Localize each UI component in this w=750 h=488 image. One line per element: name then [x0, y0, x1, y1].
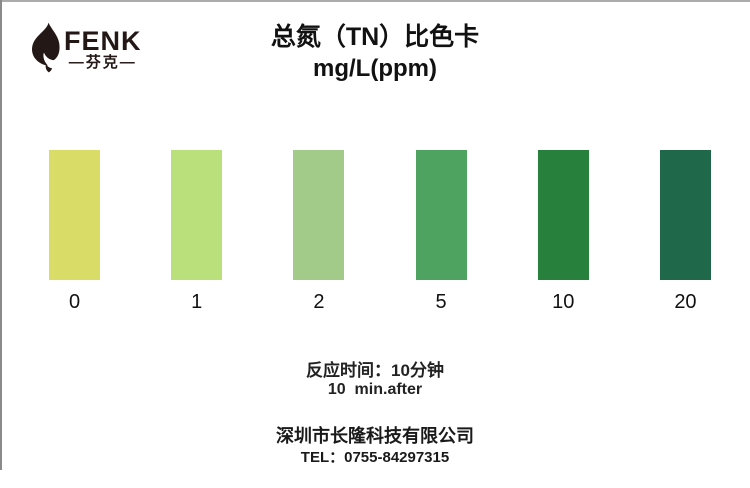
scan-edge-top — [0, 0, 750, 2]
scan-edge-left — [0, 0, 2, 470]
company-tel: TEL：0755-84297315 — [300, 449, 450, 466]
swatch-column: 0 — [49, 150, 100, 313]
swatch-column: 20 — [659, 150, 711, 313]
color-swatch-2 — [293, 150, 345, 280]
flame-icon — [32, 22, 60, 73]
color-swatch-1 — [171, 150, 223, 280]
color-swatch-20 — [659, 150, 711, 280]
swatch-value-label: 0 — [68, 291, 81, 313]
swatch-value-label: 5 — [435, 291, 447, 313]
swatch-value-label: 20 — [674, 291, 697, 313]
swatch-column: 1 — [171, 150, 223, 313]
page-unit: mg/L(ppm) — [313, 55, 437, 82]
brand-logo: FENK —芬克— — [27, 21, 142, 74]
company-name: 深圳市长隆科技有限公司 — [276, 426, 474, 446]
color-swatch-10 — [537, 150, 589, 280]
color-scale: 0 1 2 5 10 20 — [49, 150, 711, 313]
swatch-value-label: 10 — [552, 291, 575, 313]
swatch-value-label: 2 — [313, 291, 325, 313]
reaction-time-cn: 反应时间：10分钟 — [306, 361, 444, 380]
swatch-column: 5 — [415, 150, 467, 313]
brand-wordmark: FENK —芬克— — [64, 28, 142, 72]
reaction-time-en: 10 min.after — [327, 381, 423, 398]
brand-name: FENK — [64, 26, 142, 56]
swatch-column: 2 — [293, 150, 345, 313]
brand-name-cn: —芬克— — [68, 54, 137, 71]
swatch-value-label: 1 — [191, 291, 203, 313]
color-swatch-0 — [49, 150, 100, 280]
page-title: 总氮（TN）比色卡 — [270, 23, 480, 51]
swatch-column: 10 — [537, 150, 589, 313]
color-swatch-5 — [415, 150, 467, 280]
